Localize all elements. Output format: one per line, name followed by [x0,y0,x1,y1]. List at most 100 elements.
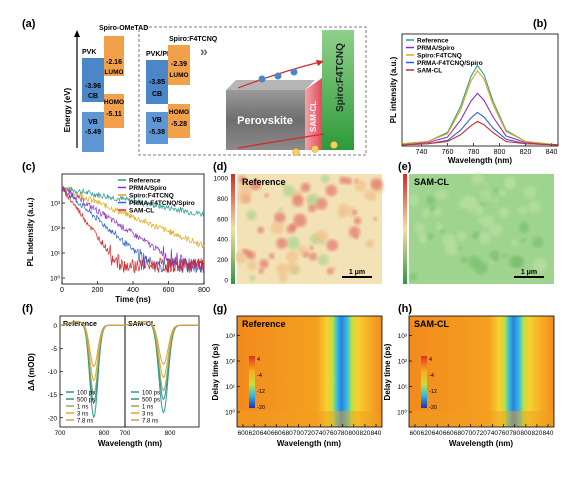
ta-map-x-tick-label: 640 [260,430,271,437]
trpl-legend: ReferencePRMA/SpiroSpiro:F4TCNQPRMA-F4TC… [118,178,195,215]
ta-map-x-tick-label: 660 [443,430,454,437]
ta-map-colorbar-tick: -4 [429,373,434,379]
ta-y-axis-label: ΔA (mOD) [27,353,36,391]
pl-map-spot [274,212,286,224]
ta-map-colorbar-tick: -4 [257,373,262,379]
energy-axis-label: Energy (eV) [63,87,72,132]
pl-series-line [401,70,559,146]
ta-y-tick-label: 0 [53,323,57,330]
ta-map-y-tick-label: 10² [398,359,408,366]
pvk-prma-label: PVK/PRMA [146,51,183,58]
ta-map-x-tick-label: 820 [531,430,542,437]
spiro-lumo-text: LUMO [104,69,123,76]
scale-bar-label: 1 μm [521,269,537,276]
ta-legend-label: 1 ns [77,405,88,411]
trpl-series-line [61,186,205,274]
pl-map-spot [456,231,467,242]
ta-series-line [59,321,125,396]
ta-ticks: 0 -5 -10 -15 -20 700 800 700 800 [48,323,176,437]
pl-map-spot [523,186,537,199]
pl-map-spot [237,190,252,205]
panel-letter-b: (b) [533,18,547,30]
pl-map-spot [326,239,338,252]
trpl-series-lines [61,185,205,274]
pvk-vb-value: -5.49 [85,129,101,136]
pl-map-spot [309,245,314,251]
pvk-vb-text: VB [88,119,98,126]
pl-map-spot [436,189,448,200]
trpl-x-tick-label: 0 [60,287,64,294]
pl-x-tick-label: 760 [442,149,454,156]
pl-map-spot [518,205,527,215]
ta-series-lines [59,321,199,419]
pvk-cb-text: CB [88,93,98,100]
pl-map-spot [493,257,498,262]
panel-f: (f) Reference SAM-CL ΔA (mOD) Wavelength… [22,303,200,448]
panel-b: (b) PL intensity (a.u.) Wavelength (nm) … [389,18,559,165]
spiro-lumo-value: -2.16 [106,59,122,66]
spiro-layer-front [322,30,354,150]
spiro-f4tcnq-label: Spiro:F4TCNQ [169,36,218,43]
electron-path-arrowhead [316,60,324,66]
spiro-ometad-label: Spiro-OMeTAD [99,25,148,32]
trpl-y-tick-label: 10³ [51,201,61,208]
pl-map-samcl-colorbar [403,174,407,284]
ta-map-samcl-bottom [409,411,554,427]
pl-series-line [401,64,559,146]
ta-map-reference-y-label: Delay time (ps) [211,343,220,400]
pl-map-spot [413,222,425,234]
hole-markers [292,141,338,156]
ta-map-reference-colorbar-ticks: 4 -4 -12 -20 [257,357,265,411]
pl-map-spot [264,193,269,198]
electron-marker [274,72,282,80]
pl-map-spot [511,239,519,247]
pl-legend-label: PRMA-F4TCNQ/Spiro [417,60,483,67]
pl-x-tick-label: 800 [494,149,506,156]
pl-map-spot [249,274,256,282]
electron-marker [258,75,266,83]
trpl-y-tick-label: 10² [51,226,61,233]
ta-map-x-tick-label: 680 [282,430,293,437]
ta-map-colorbar-tick: 4 [257,357,260,363]
trpl-x-tick-label: 400 [127,287,139,294]
dashed-frame [138,26,367,156]
hole-marker [292,148,300,156]
panel-letter-f: (f) [22,303,33,315]
panel-letter-c: (c) [22,161,36,173]
panel-letter-e: (e) [398,161,412,173]
ta-legend-label: 100 ps [77,391,95,397]
pl-map-spot [276,263,289,276]
pl-map-colorbar-tick: 1000 [214,176,229,183]
pl-map-spot [502,253,508,259]
panel-letter-g: (g) [213,303,227,315]
ta-x-axis-label: Wavelength (nm) [98,439,162,448]
ta-map-reference-ticks: 600 620 640 660 680 700 720 740 760 780 800 820 840 1… [225,333,382,437]
pl-map-spot [278,207,284,213]
pl-map-spot [278,273,288,283]
ta-series-line [124,321,199,379]
prma-cb-block [146,60,168,104]
ta-map-x-tick-label: 600 [410,430,421,437]
pl-map-spot [532,258,547,273]
ta-map-reference-bottom [237,411,382,427]
trpl-y-tick-label: 10¹ [51,251,61,258]
pl-map-spot [471,231,481,240]
pl-map-spot [286,261,300,275]
pl-map-spot [370,178,383,190]
pl-map-spot [518,222,530,233]
pl-map-spot [370,193,377,201]
pl-map-spot [285,250,298,263]
ta-map-x-tick-label: 620 [249,430,260,437]
chevron-icon: » [200,43,208,59]
ta-map-x-tick-label: 640 [432,430,443,437]
pl-map-spot [257,226,265,234]
pl-map-spot [418,231,429,243]
trpl-x-axis-label: Time (ns) [115,295,151,304]
pl-map-spot [308,252,317,261]
energy-axis-arrowhead [74,30,80,37]
pl-legend-label: Reference [417,38,449,45]
trpl-y-axis-label: PL Indensity (a.u.) [26,197,35,266]
pl-map-samcl-spots [408,172,547,282]
spiro-layer-label: Spiro:F4TCNQ [335,43,346,112]
pl-x-ticks: 740 760 780 800 820 840 [416,143,557,156]
